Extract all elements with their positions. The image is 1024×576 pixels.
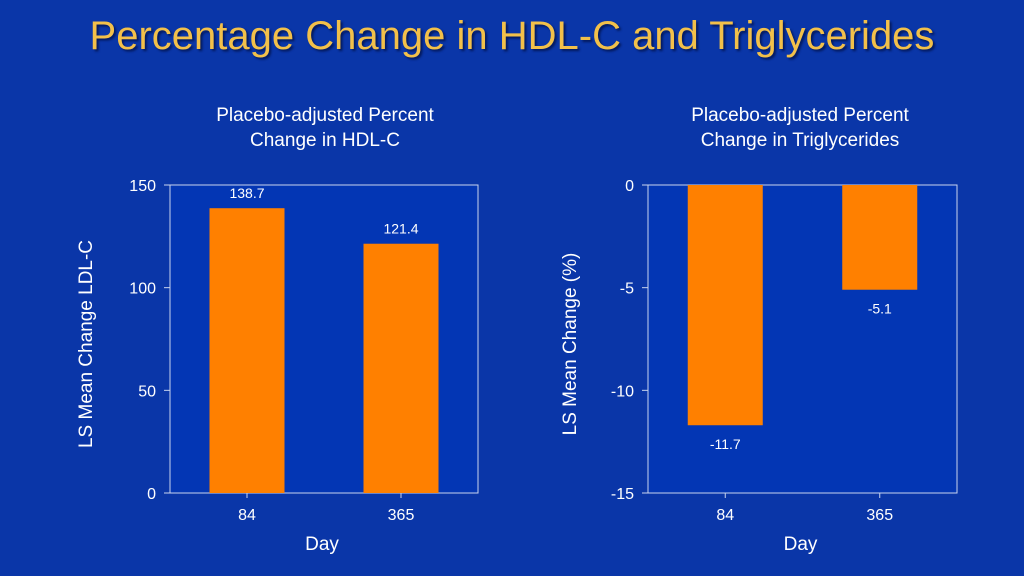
hdl-chart: 0 50 100 150 138.7 84 121.4 365 Day LS Mean Chang… [76,178,479,555]
hdl-value-label: 121.4 [383,221,418,237]
tg-bar [842,185,918,290]
tg-value-label: -5.1 [868,301,892,317]
tg-y-tick-label: 0 [625,178,634,195]
hdl-x-axis-label: Day [305,534,339,555]
hdl-bar [363,243,439,493]
tg-x-tick-label: 365 [866,507,893,524]
hdl-y-tick-label: 0 [147,486,156,503]
hdl-chart-title-line-1: Placebo-adjusted Percent [216,105,434,126]
tg-chart-title-line-1: Placebo-adjusted Percent [691,105,909,126]
hdl-y-axis-label: LS Mean Change LDL-C [76,240,97,448]
tg-chart-title: Placebo-adjusted Percent Change in Trigl… [640,103,960,153]
tg-y-tick-label: -5 [620,281,634,298]
tg-x-axis-label: Day [784,534,818,555]
hdl-x-tick-label: 84 [238,507,256,524]
hdl-y-tick-label: 150 [129,178,156,195]
hdl-x-tick-label: 365 [388,507,415,524]
tg-y-tick-label: -15 [611,486,634,503]
tg-value-label: -11.7 [710,436,741,452]
slide-title: Percentage Change in HDL-C and Triglycer… [89,14,935,58]
hdl-y-tick-label: 50 [138,383,156,400]
hdl-bar [209,208,285,493]
triglycerides-chart: -15 -10 -5 0 -11.7 84 -5.1 365 Day LS Mean Change… [560,178,958,555]
hdl-chart-title: Placebo-adjusted Percent Change in HDL-C [165,103,485,153]
hdl-y-tick-label: 100 [129,281,156,298]
hdl-chart-title-line-2: Change in HDL-C [250,130,400,151]
tg-chart-title-line-2: Change in Triglycerides [700,130,900,151]
tg-x-tick-label: 84 [716,507,734,524]
tg-bar [687,185,763,426]
tg-y-tick-label: -10 [611,383,634,400]
tg-y-axis-label: LS Mean Change (%) [560,253,581,436]
hdl-value-label: 138.7 [229,185,264,201]
